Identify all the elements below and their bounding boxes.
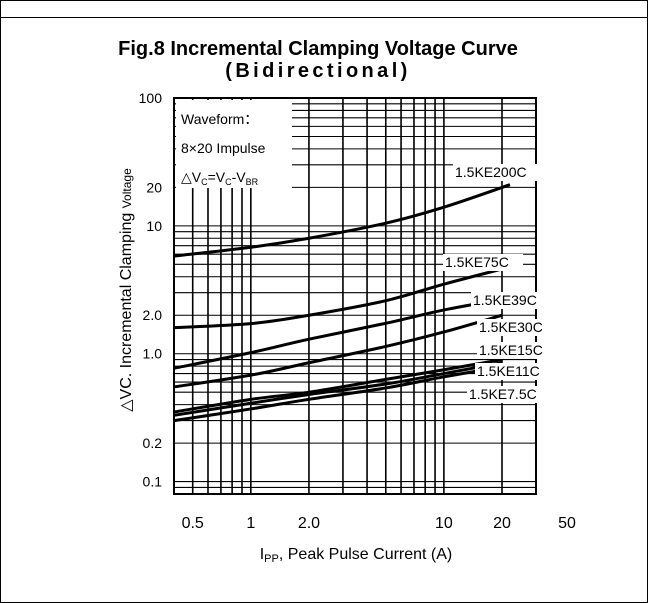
x-tick-labels: 0.5 1 2.0 10 20 50 <box>182 515 576 532</box>
x-tick-label: 50 <box>558 515 576 532</box>
series-line <box>173 313 503 389</box>
series-label-bg <box>477 342 555 359</box>
series-line <box>173 361 503 417</box>
series-line <box>173 297 503 370</box>
x-axis-label: IPP, Peak Pulse Current (A) <box>260 546 453 565</box>
series-label-bg <box>467 386 551 403</box>
y-tick-label: 1.0 <box>143 346 163 362</box>
series-line <box>173 267 503 330</box>
y-tick-label: 20 <box>146 179 162 195</box>
chart-subtitle: (Bidirectional) <box>225 60 411 82</box>
series-line <box>173 358 503 414</box>
series-label: 1.5KE11C <box>477 363 540 379</box>
series-label: 1.5KE7.5C <box>469 386 537 402</box>
series-label-bg <box>471 292 551 309</box>
annotation-box <box>176 100 292 188</box>
x-tick-label: 10 <box>435 515 453 532</box>
series-labels: 1.5KE200C 1.5KE75C 1.5KE39C 1.5KE30C 1.5KE15… <box>443 164 555 403</box>
y-tick-label: 0.2 <box>143 435 163 451</box>
annotation-line2: 8×20 Impulse <box>181 140 266 156</box>
chart-title: Fig.8 Incremental Clamping Voltage Curve <box>118 38 518 60</box>
series-line <box>173 365 503 423</box>
series-label-bg <box>453 164 545 181</box>
y-tick-label: 10 <box>146 218 162 234</box>
y-tick-labels: 100 20 10 2.0 1.0 0.2 0.1 <box>139 90 163 490</box>
annotation-line3: △VC=VC-VBR <box>181 169 259 187</box>
series-label-bg <box>477 319 553 336</box>
y-tick-label: 2.0 <box>143 307 163 323</box>
series-group <box>173 183 511 423</box>
x-tick-label: 0.5 <box>182 515 204 532</box>
series-label: 1.5KE30C <box>479 319 543 335</box>
series-label: 1.5KE39C <box>473 292 537 308</box>
top-divider <box>1 17 647 18</box>
x-tick-label: 20 <box>493 515 511 532</box>
series-label-bg <box>443 254 523 271</box>
x-tick-label: 1 <box>246 515 255 532</box>
series-label: 1.5KE15C <box>479 342 543 358</box>
series-label-bg <box>475 363 553 380</box>
series-line <box>173 183 511 258</box>
x-tick-label: 2.0 <box>298 515 320 532</box>
annotation-line1: Waveform： <box>181 111 258 127</box>
y-tick-label: 0.1 <box>143 474 163 490</box>
y-tick-label: 100 <box>139 90 163 106</box>
y-axis-label: △VC. Incremental Clamping Voltage <box>118 168 135 412</box>
series-label: 1.5KE200C <box>455 164 527 180</box>
series-label: 1.5KE75C <box>445 254 509 270</box>
